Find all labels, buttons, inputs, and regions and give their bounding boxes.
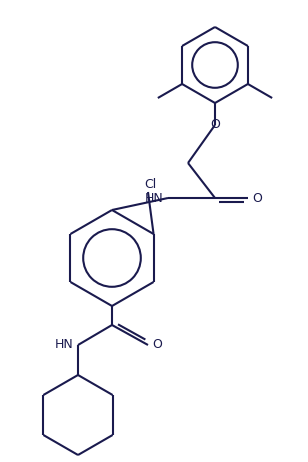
Text: HN: HN <box>55 339 74 352</box>
Text: O: O <box>152 339 162 352</box>
Text: O: O <box>210 118 220 132</box>
Text: Cl: Cl <box>144 178 156 192</box>
Text: O: O <box>252 192 262 205</box>
Text: HN: HN <box>145 192 164 205</box>
